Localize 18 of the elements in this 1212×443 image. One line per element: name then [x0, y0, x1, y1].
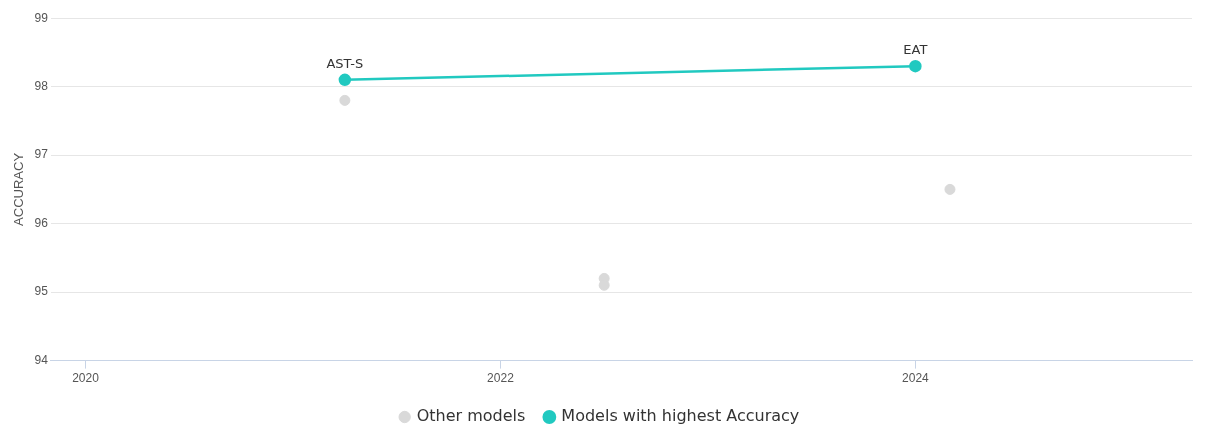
y-axis-title: ACCURACY [11, 152, 27, 226]
point [944, 183, 956, 195]
annotation: EAT [903, 42, 928, 58]
y-tick-label: 96 [34, 215, 49, 230]
point [909, 59, 922, 73]
y-tick-label: 97 [34, 147, 49, 162]
y-tick-label: 94 [34, 352, 49, 367]
x-tick-label: 2024 [902, 371, 930, 386]
point [338, 73, 352, 87]
annotation: AST-S [326, 55, 364, 71]
y-tick-label: 95 [34, 284, 49, 299]
legend-label: Other models [416, 406, 526, 426]
point [339, 94, 351, 106]
x-tick-label: 2020 [72, 371, 100, 386]
legend-label: Models with highest Accuracy [561, 406, 800, 426]
y-tick-label: 99 [34, 10, 49, 25]
x-tick-label: 2022 [487, 371, 515, 386]
y-tick-label: 98 [34, 78, 49, 93]
